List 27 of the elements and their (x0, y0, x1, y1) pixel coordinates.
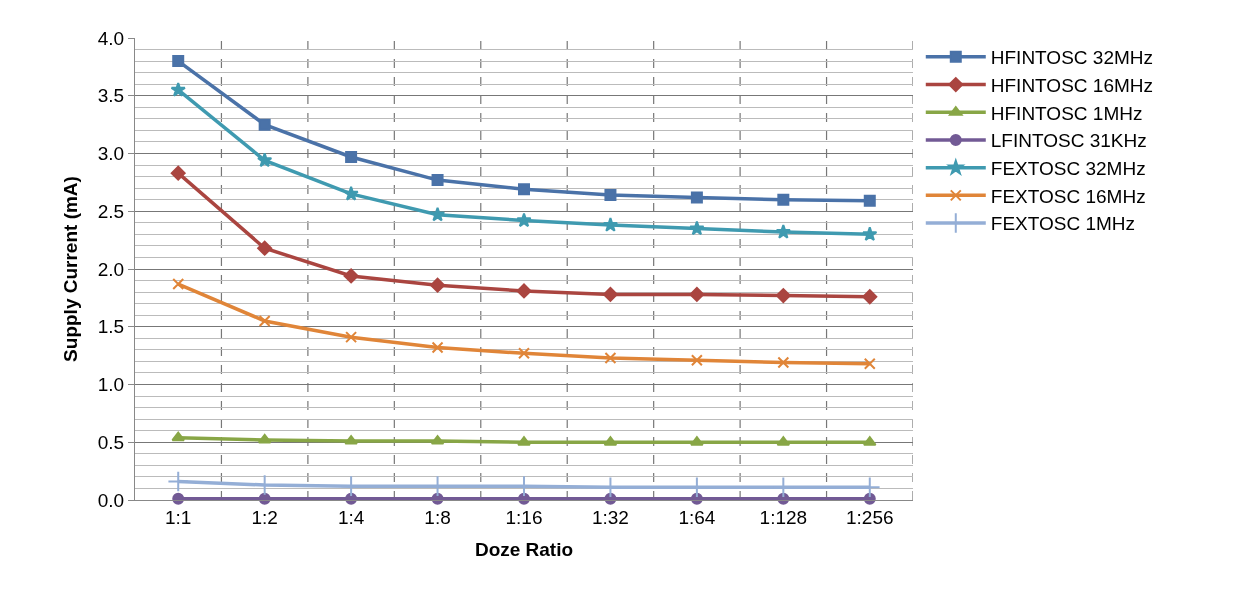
legend-label: LFINTOSC 31KHz (990, 130, 1147, 152)
y-tick-label: 2.5 (97, 200, 125, 222)
legend-label: FEXTOSC 16MHz (990, 185, 1146, 207)
legend-label: HFINTOSC 1MHz (990, 102, 1143, 124)
x-tick-label: 1:8 (424, 506, 451, 528)
legend-label: FEXTOSC 32MHz (990, 158, 1146, 180)
y-tick-label: 2.0 (97, 258, 125, 280)
y-tick-label: 0.5 (97, 431, 125, 453)
x-tick-label: 1:256 (846, 506, 894, 528)
x-tick-label: 1:16 (505, 506, 543, 528)
x-tick-label: 1:2 (251, 506, 278, 528)
y-tick-label: 3.0 (97, 143, 125, 165)
x-tick-label: 1:1 (165, 506, 192, 528)
x-tick-label: 1:32 (591, 506, 629, 528)
legend-label: HFINTOSC 32MHz (990, 47, 1154, 69)
y-tick-label: 0.0 (97, 489, 125, 511)
x-tick-label: 1:64 (678, 506, 716, 528)
y-tick-label: 4.0 (97, 27, 125, 49)
y-tick-label: 1.5 (97, 316, 125, 338)
y-tick-label: 3.5 (97, 85, 125, 107)
y-tick-label: 1.0 (97, 374, 125, 396)
x-tick-label: 1:4 (337, 506, 365, 528)
x-tick-label: 1:128 (759, 506, 808, 528)
legend-label: HFINTOSC 16MHz (990, 74, 1154, 96)
legend-label: FEXTOSC 1MHz (990, 213, 1136, 235)
y-axis-title: Supply Current (mA) (59, 176, 81, 362)
x-axis-title: Doze Ratio (474, 538, 574, 560)
